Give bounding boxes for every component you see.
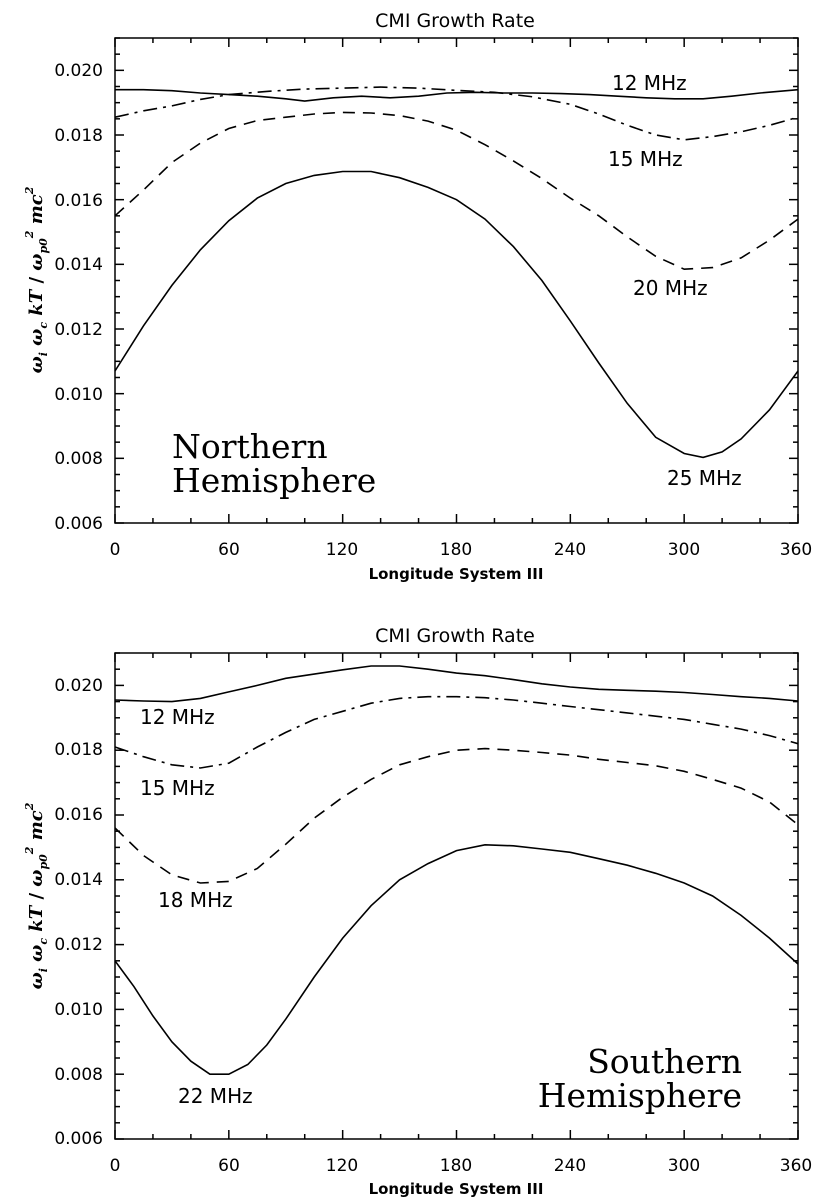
chart-title: CMI Growth Rate — [375, 10, 535, 32]
x-tick-label: 240 — [554, 1156, 586, 1176]
y-tick-label: 0.012 — [54, 935, 103, 955]
y-tick-label: 0.006 — [54, 514, 103, 534]
x-tick-label: 360 — [780, 540, 812, 560]
x-tick-label: 240 — [554, 540, 586, 560]
x-tick-label: 0 — [110, 540, 121, 560]
x-tick-label: 300 — [668, 1156, 700, 1176]
northern-hemisphere-chart: CMI Growth Rate 0.006 0.008 0.010 0.012 … — [23, 10, 812, 583]
x-tick-label: 180 — [440, 1156, 472, 1176]
series-line-20mhz — [115, 112, 798, 269]
series-line-12mhz — [115, 90, 798, 101]
y-tick-label: 0.018 — [54, 126, 103, 146]
y-tick-label: 0.014 — [54, 255, 103, 275]
y-tick-label: 0.006 — [54, 1129, 103, 1149]
x-tick-label: 180 — [440, 540, 472, 560]
y-tick-label: 0.018 — [54, 740, 103, 760]
y-tick-label: 0.012 — [54, 320, 103, 340]
hemisphere-annotation-line2: Hemisphere — [538, 1076, 742, 1115]
series-line-15mhz — [115, 697, 798, 768]
series-label-18mhz: 18 MHz — [158, 888, 233, 912]
series-line-18mhz — [115, 749, 798, 883]
y-tick-label: 0.010 — [54, 385, 103, 405]
series-line-25mhz — [115, 172, 798, 458]
series-label-12mhz: 12 MHz — [612, 71, 687, 95]
x-tick-label: 120 — [326, 1156, 358, 1176]
series-label-20mhz: 20 MHz — [633, 276, 708, 300]
x-tick-label: 360 — [780, 1156, 812, 1176]
x-tick-label: 120 — [326, 540, 358, 560]
y-tick-label: 0.020 — [54, 61, 103, 81]
x-tick-label: 60 — [218, 1156, 240, 1176]
series-line-15mhz — [115, 87, 798, 140]
southern-hemisphere-chart: CMI Growth Rate 0.006 0.008 0.010 0.012 … — [23, 625, 812, 1198]
series-label-12mhz: 12 MHz — [140, 705, 215, 729]
y-tick-label: 0.016 — [54, 805, 103, 825]
series-label-15mhz: 15 MHz — [608, 147, 683, 171]
y-tick-label: 0.008 — [54, 1065, 103, 1085]
chart-title: CMI Growth Rate — [375, 625, 535, 647]
x-axis-label: Longitude System III — [369, 565, 544, 583]
series-label-25mhz: 25 MHz — [667, 466, 742, 490]
x-tick-label: 0 — [110, 1156, 121, 1176]
data-series — [115, 87, 798, 457]
x-tick-label: 60 — [218, 540, 240, 560]
y-axis-label: ωi ωc kT / ωp02 mc2 — [23, 802, 50, 989]
y-axis-label: ωi ωc kT / ωp02 mc2 — [23, 186, 50, 373]
y-tick-label: 0.008 — [54, 449, 103, 469]
y-tick-label: 0.014 — [54, 870, 103, 890]
hemisphere-annotation-line2: Hemisphere — [172, 461, 376, 500]
x-axis-label: Longitude System III — [369, 1180, 544, 1198]
series-label-22mhz: 22 MHz — [178, 1084, 253, 1108]
x-tick-label: 300 — [668, 540, 700, 560]
series-label-15mhz: 15 MHz — [140, 776, 215, 800]
data-series — [115, 666, 798, 1074]
y-tick-label: 0.010 — [54, 1000, 103, 1020]
y-tick-label: 0.020 — [54, 676, 103, 696]
y-tick-label: 0.016 — [54, 191, 103, 211]
series-line-22mhz — [115, 845, 798, 1074]
